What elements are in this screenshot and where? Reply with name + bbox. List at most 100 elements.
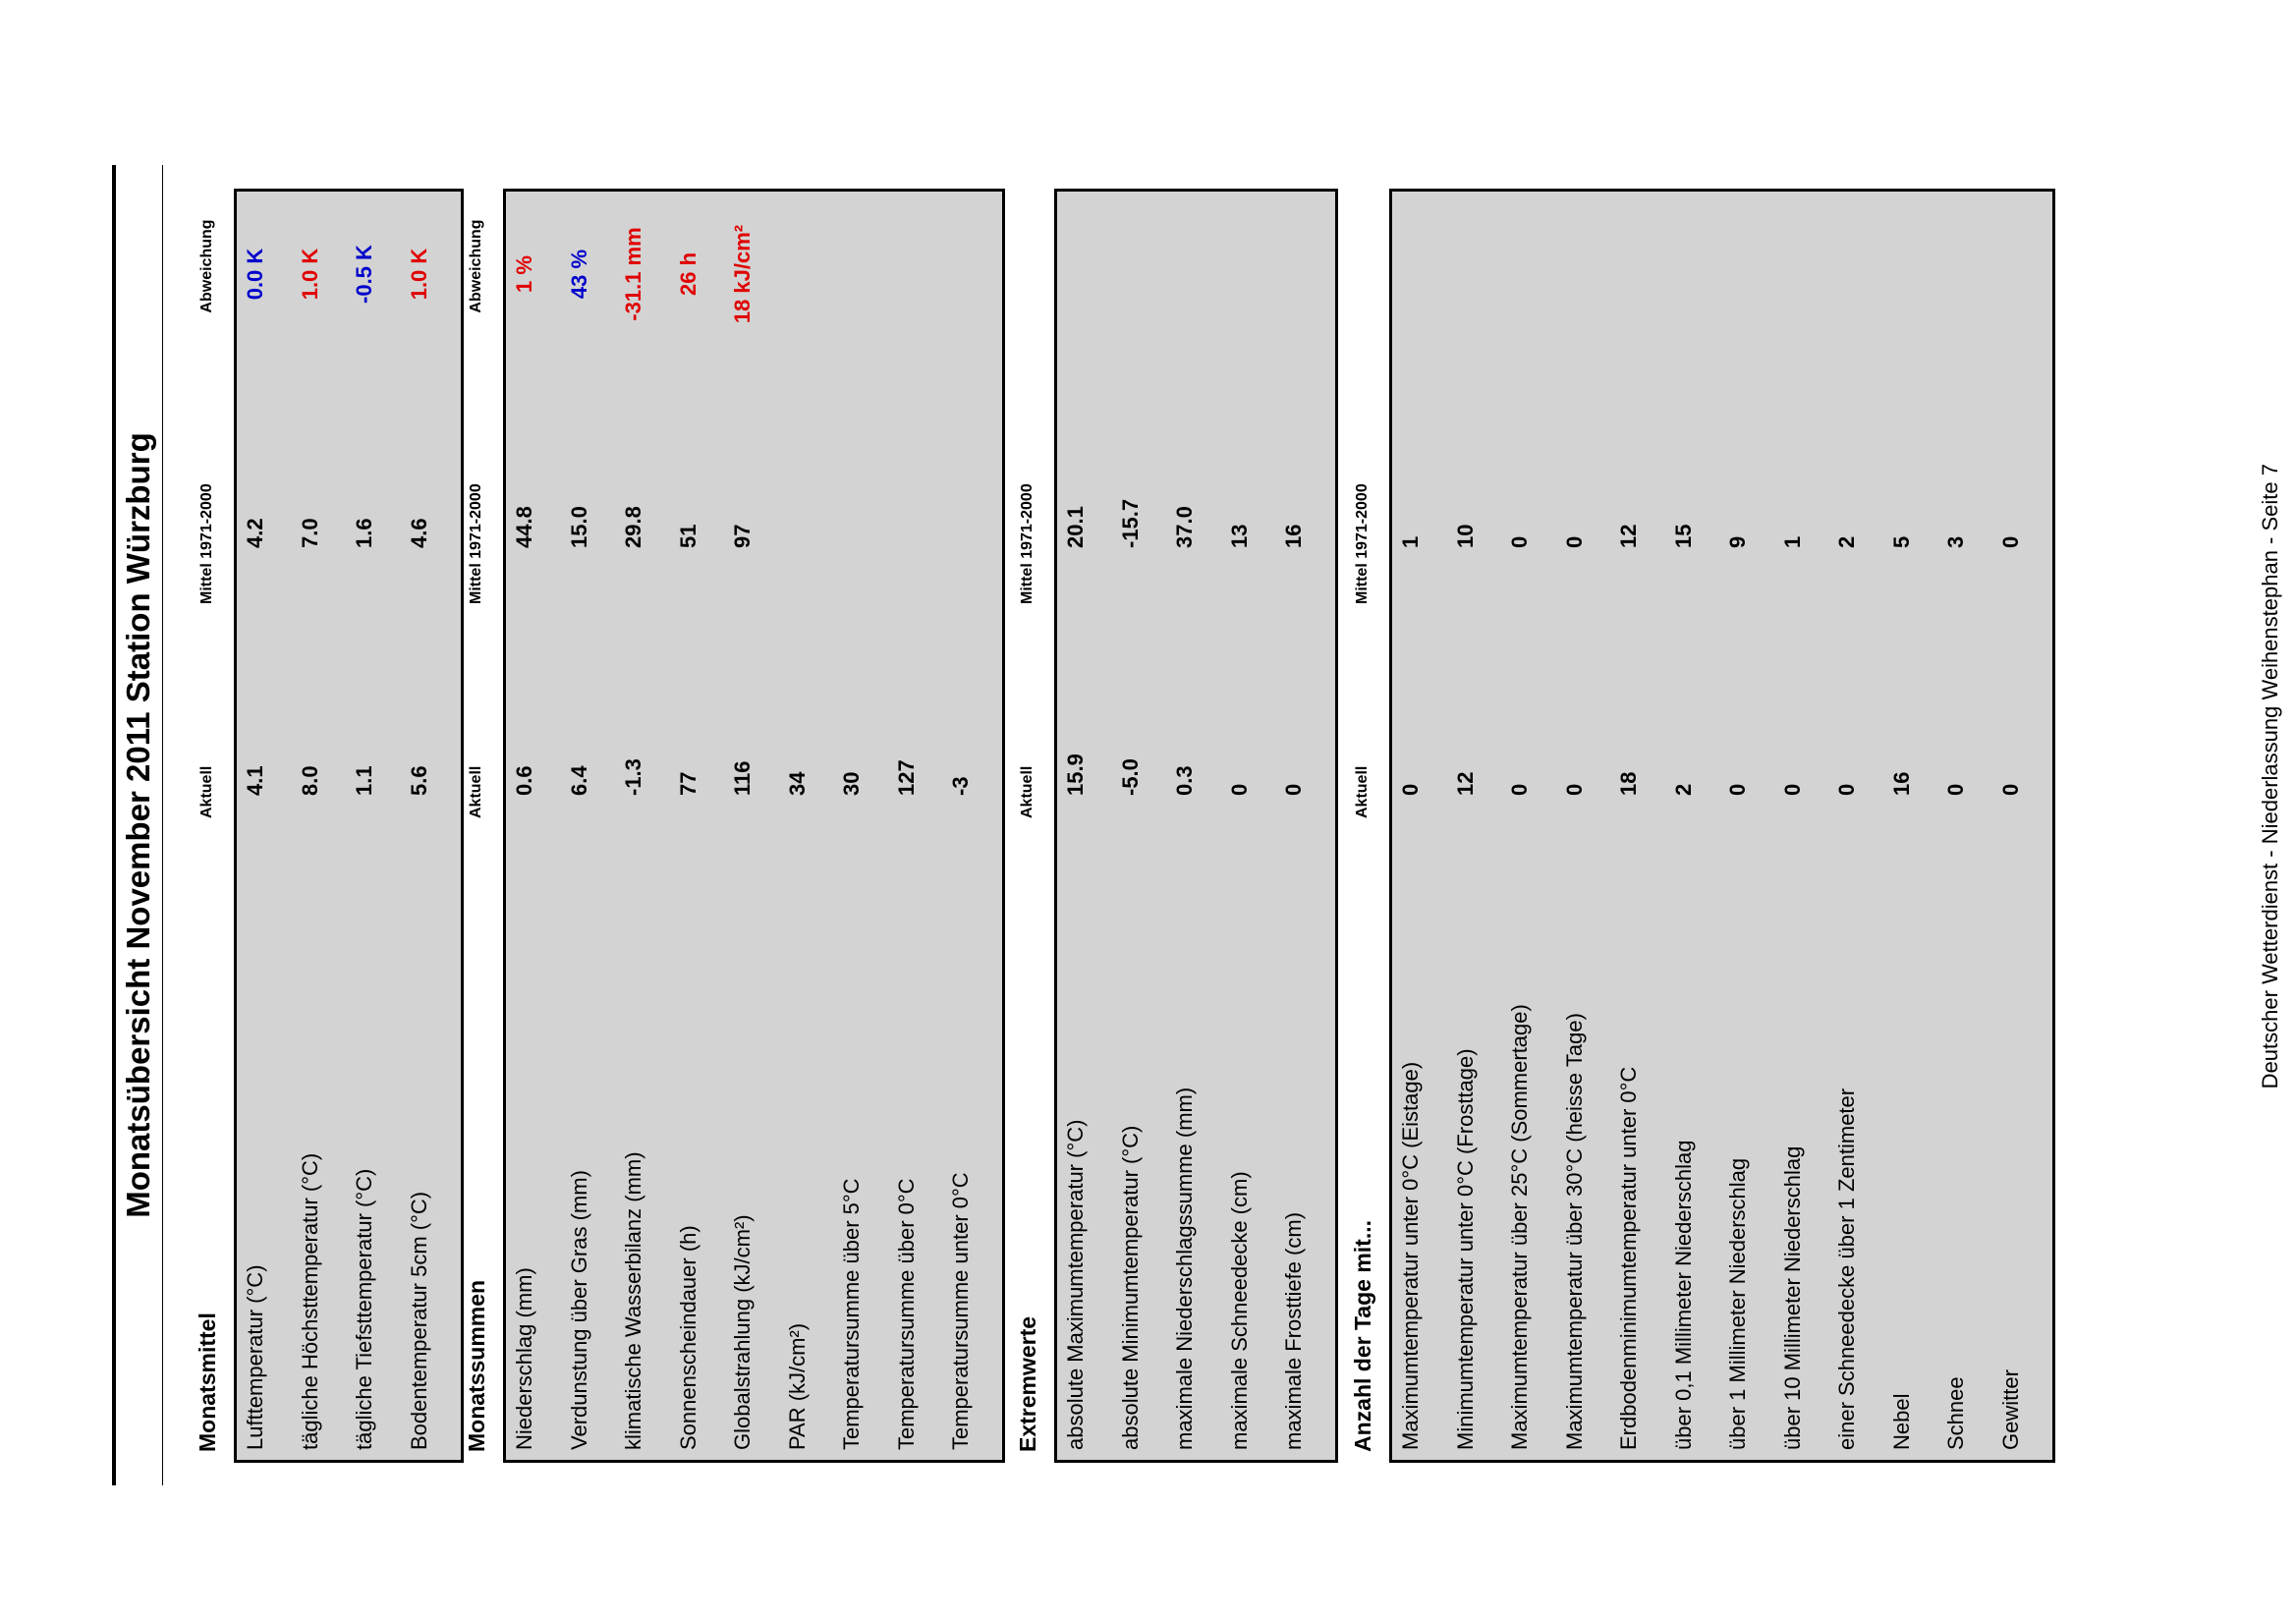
mean-value: 5 — [1888, 535, 1914, 548]
column-header: Mittel 1971-2000 — [468, 483, 484, 604]
current-value: 4.1 — [243, 765, 267, 796]
row-label: über 10 Millimeter Niederschlag — [1779, 1145, 1805, 1450]
row-label: über 0,1 Millimeter Niederschlag — [1670, 1140, 1696, 1450]
mean-value: 13 — [1226, 524, 1252, 548]
row-label: Temperatursumme über 5°C — [839, 1178, 864, 1450]
row-label: maximale Frosttiefe (cm) — [1281, 1211, 1306, 1450]
mean-value: 0 — [1997, 535, 2023, 548]
row-label: Temperatursumme über 0°C — [893, 1178, 919, 1450]
mean-value: 44.8 — [512, 506, 536, 548]
mean-value: 1.6 — [352, 518, 376, 548]
mean-value: 0 — [1561, 535, 1587, 548]
row-label: Minimumtemperatur unter 0°C (Frosttage) — [1452, 1048, 1478, 1450]
mean-value: 20.1 — [1063, 506, 1088, 548]
section-title: Extremwerte — [1015, 1315, 1040, 1452]
mean-value: 29.8 — [621, 506, 645, 548]
current-value: 18 — [1616, 771, 1641, 796]
mean-value: 1 — [1779, 535, 1805, 548]
current-value: 5.6 — [406, 765, 431, 796]
row-label: tägliche Höchsttemperatur (°C) — [297, 1152, 322, 1450]
row-label: PAR (kJ/cm²) — [784, 1322, 810, 1450]
column-header: Mittel 1971-2000 — [1354, 483, 1371, 604]
current-value: 0 — [1943, 783, 1968, 796]
mean-value: 4.6 — [406, 518, 431, 548]
deviation-value: 1.0 K — [297, 248, 322, 301]
deviation-value: 1 % — [512, 255, 536, 293]
mean-value: -15.7 — [1117, 498, 1143, 548]
current-value: 0 — [1725, 783, 1750, 796]
current-value: 0 — [1507, 783, 1532, 796]
row-label: Temperatursumme unter 0°C — [948, 1172, 973, 1450]
mean-value: 15.0 — [566, 506, 591, 548]
deviation-value: 0.0 K — [243, 248, 267, 301]
column-header: Abweichung — [468, 219, 484, 313]
deviation-value: -31.1 mm — [621, 227, 645, 321]
current-value: 0 — [1779, 783, 1805, 796]
row-label: über 1 Millimeter Niederschlag — [1725, 1157, 1750, 1450]
row-label: Schnee — [1943, 1376, 1968, 1450]
column-header: Aktuell — [1019, 765, 1036, 818]
current-value: 0 — [1834, 783, 1859, 796]
current-value: 127 — [893, 759, 919, 796]
current-value: 15.9 — [1063, 754, 1088, 796]
mean-value: 2 — [1834, 535, 1859, 548]
column-header: Mittel 1971-2000 — [198, 483, 215, 604]
row-label: Globalstrahlung (kJ/cm²) — [730, 1214, 755, 1450]
current-value: 6.4 — [566, 765, 591, 796]
row-label: klimatische Wasserbilanz (mm) — [621, 1151, 645, 1450]
section-box — [1389, 189, 2055, 1463]
top-rule — [112, 165, 116, 1485]
current-value: -5.0 — [1117, 758, 1143, 796]
row-label: Maximumtemperatur unter 0°C (Eistage) — [1398, 1061, 1423, 1450]
mean-value: 37.0 — [1172, 506, 1197, 548]
mean-value: 3 — [1943, 535, 1968, 548]
current-value: -1.3 — [621, 758, 645, 796]
mean-value: 16 — [1281, 524, 1306, 548]
row-label: absolute Maximumtemperatur (°C) — [1063, 1119, 1088, 1450]
current-value: 2 — [1670, 783, 1696, 796]
current-value: 0 — [1226, 783, 1252, 796]
current-value: 0.3 — [1172, 765, 1197, 796]
current-value: 77 — [675, 771, 700, 796]
current-value: 12 — [1452, 771, 1478, 796]
section-title: Anzahl der Tage mit... — [1350, 1220, 1375, 1452]
current-value: 0 — [1561, 783, 1587, 796]
column-header: Aktuell — [1354, 765, 1371, 818]
current-value: 34 — [784, 771, 810, 796]
section-title: Monatsmittel — [195, 1312, 220, 1452]
mean-value: 15 — [1670, 524, 1696, 548]
current-value: 116 — [730, 760, 755, 797]
current-value: 0 — [1281, 783, 1306, 796]
column-header: Aktuell — [468, 765, 484, 818]
row-label: maximale Schneedecke (cm) — [1226, 1171, 1252, 1450]
deviation-value: 43 % — [566, 249, 591, 300]
row-label: Maximumtemperatur über 25°C (Sommertage) — [1507, 1004, 1532, 1450]
footer: Deutscher Wetterdienst - Niederlassung W… — [2258, 464, 2282, 1089]
row-label: Erdbodenminimumtemperatur unter 0°C — [1616, 1066, 1641, 1450]
row-label: absolute Minimumtemperatur (°C) — [1117, 1125, 1143, 1450]
row-label: Lufttemperatur (°C) — [243, 1264, 267, 1450]
page-title: Monatsübersicht November 2011 Station Wü… — [120, 432, 156, 1218]
row-label: maximale Niederschlagssumme (mm) — [1172, 1087, 1197, 1450]
mean-value: 10 — [1452, 524, 1478, 548]
sub-rule — [162, 165, 163, 1485]
column-header: Abweichung — [198, 219, 215, 313]
current-value: 0.6 — [512, 765, 536, 796]
row-label: Bodentemperatur 5cm (°C) — [406, 1191, 431, 1450]
section-title: Monatssummen — [464, 1279, 489, 1452]
row-label: tägliche Tiefsttemperatur (°C) — [352, 1168, 376, 1450]
deviation-value: -0.5 K — [352, 245, 376, 304]
current-value: 16 — [1888, 771, 1914, 796]
row-label: Gewitter — [1997, 1369, 2023, 1450]
mean-value: 7.0 — [297, 518, 322, 548]
mean-value: 12 — [1616, 524, 1641, 548]
current-value: 1.1 — [352, 765, 376, 796]
current-value: 8.0 — [297, 765, 322, 796]
deviation-value: 18 kJ/cm² — [730, 224, 755, 324]
current-value: 0 — [1398, 783, 1423, 796]
row-label: Maximumtemperatur über 30°C (heisse Tage… — [1561, 1013, 1587, 1450]
row-label: Sonnenscheindauer (h) — [675, 1225, 700, 1450]
mean-value: 1 — [1398, 535, 1423, 548]
